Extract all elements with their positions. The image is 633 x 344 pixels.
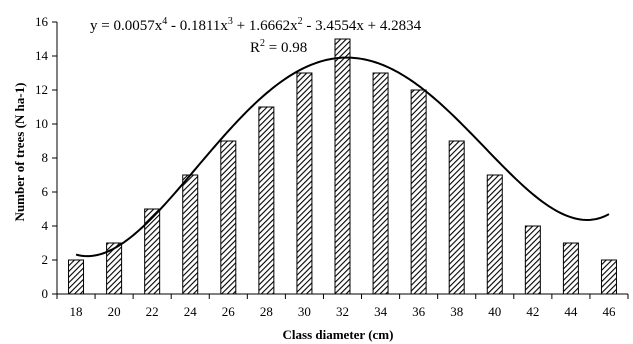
y-tick-label: 14: [35, 48, 49, 63]
bar: [562, 242, 579, 295]
x-tick-label: 20: [108, 304, 121, 319]
trendline-curve: [75, 56, 610, 258]
trendline-equation: y = 0.0057x4 - 0.1811x3 + 1.6662x2 - 3.4…: [90, 16, 422, 34]
y-tick-label: 4: [42, 218, 49, 233]
x-tick-label: 36: [412, 304, 426, 319]
x-tick-label: 32: [336, 304, 349, 319]
x-tick-label: 24: [184, 304, 198, 319]
r-squared-label: R2 = 0.98: [250, 38, 307, 56]
bar: [334, 38, 351, 295]
bar: [68, 259, 85, 295]
y-tick-label: 8: [42, 150, 49, 165]
y-tick-label: 6: [42, 184, 49, 199]
x-axis-title: Class diameter (cm): [283, 327, 394, 342]
x-tick-label: 18: [70, 304, 83, 319]
bar: [144, 208, 161, 295]
x-tick-label: 22: [146, 304, 159, 319]
bar: [258, 106, 275, 295]
x-tick-label: 30: [298, 304, 311, 319]
y-tick-label: 2: [42, 252, 49, 267]
bar: [448, 140, 465, 295]
y-tick-label: 16: [35, 14, 49, 29]
bar: [182, 174, 199, 295]
y-axis-title: Number of trees (N ha-1): [12, 83, 27, 222]
bar: [372, 72, 389, 295]
x-tick-label: 42: [526, 304, 539, 319]
x-tick-label: 34: [374, 304, 388, 319]
bar: [486, 174, 503, 295]
y-tick-label: 12: [35, 82, 48, 97]
y-tick-label: 10: [35, 116, 48, 131]
x-axis: 18 20 22 24 26 28 30 32 34 36 38 40 42 44 46: [56, 293, 629, 319]
x-tick-label: 44: [564, 304, 578, 319]
x-tick-label: 40: [488, 304, 501, 319]
bar: [296, 72, 313, 295]
bars: [68, 38, 617, 295]
x-tick-label: 26: [222, 304, 236, 319]
y-tick-label: 0: [42, 286, 49, 301]
x-tick-label: 38: [450, 304, 463, 319]
bar: [106, 242, 123, 295]
x-tick-label: 46: [602, 304, 616, 319]
bar: [600, 259, 617, 295]
y-axis: 0 2 4 6 8 10 12 14 16: [35, 14, 58, 301]
bar: [410, 89, 427, 295]
bar: [220, 140, 237, 295]
trendline: [75, 56, 610, 258]
bar: [524, 225, 541, 295]
x-tick-label: 28: [260, 304, 273, 319]
